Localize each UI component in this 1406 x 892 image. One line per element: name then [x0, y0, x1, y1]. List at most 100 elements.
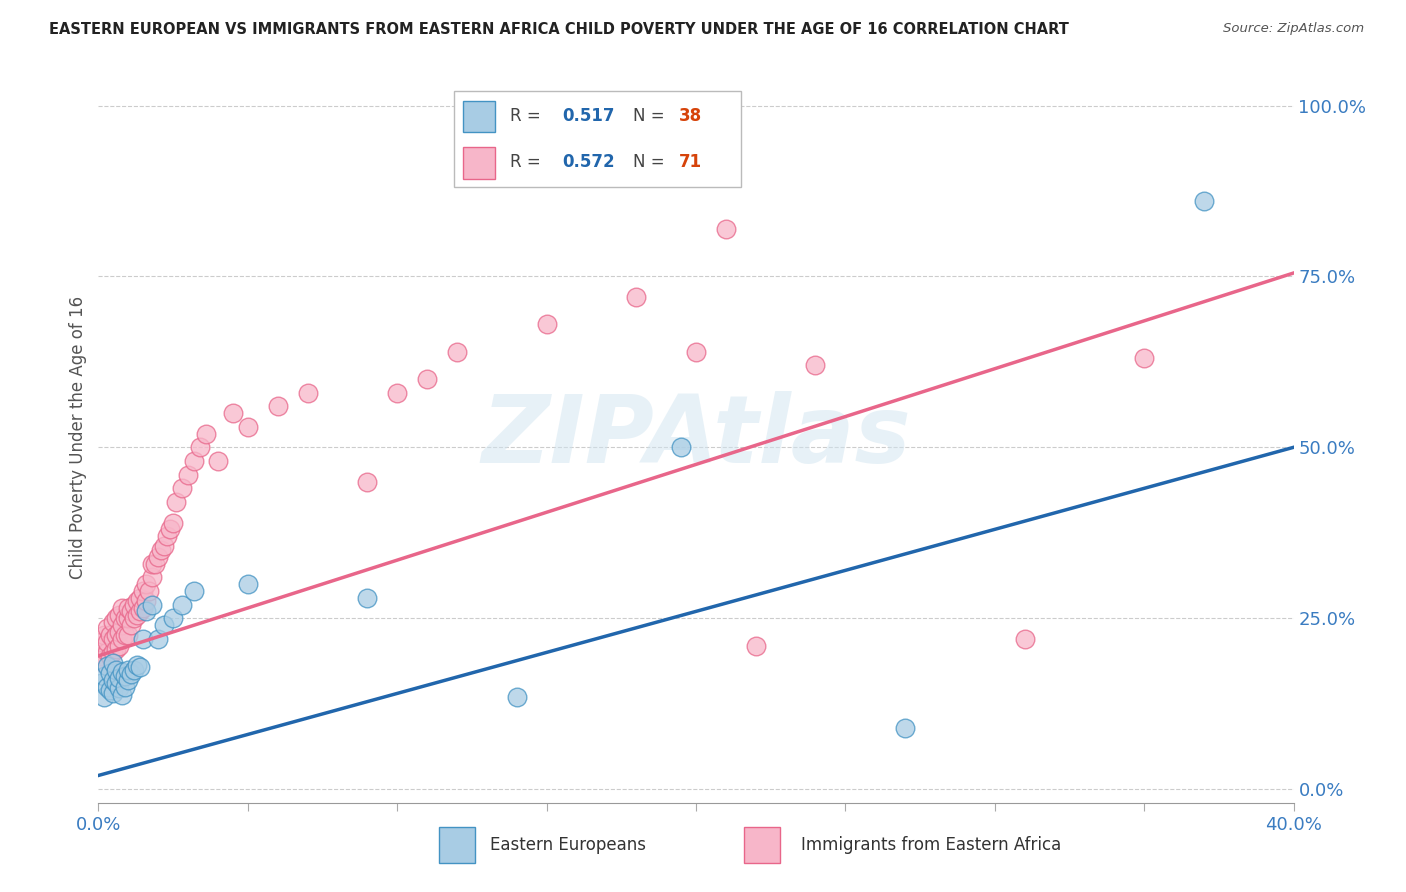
- Point: [117, 601, 139, 615]
- Point: [162, 611, 184, 625]
- Point: [129, 604, 152, 618]
- Point: [124, 611, 146, 625]
- Y-axis label: Child Poverty Under the Age of 16: Child Poverty Under the Age of 16: [69, 295, 87, 579]
- Point: [111, 618, 134, 632]
- Point: [141, 557, 163, 571]
- Point: [105, 663, 128, 677]
- Point: [506, 690, 529, 704]
- Point: [1192, 194, 1215, 209]
- Point: [93, 690, 115, 704]
- Point: [132, 601, 155, 615]
- Point: [103, 632, 125, 646]
- Point: [93, 669, 115, 683]
- Point: [195, 426, 218, 441]
- Point: [117, 663, 139, 677]
- Point: [172, 598, 194, 612]
- Text: EASTERN EUROPEAN VS IMMIGRANTS FROM EASTERN AFRICA CHILD POVERTY UNDER THE AGE O: EASTERN EUROPEAN VS IMMIGRANTS FROM EAST…: [49, 22, 1069, 37]
- Point: [385, 385, 409, 400]
- Point: [536, 318, 558, 332]
- Point: [127, 657, 149, 672]
- Point: [135, 604, 157, 618]
- Point: [114, 680, 136, 694]
- Point: [141, 598, 163, 612]
- Point: [148, 549, 170, 564]
- Point: [120, 667, 142, 681]
- Point: [148, 632, 170, 646]
- Point: [105, 642, 128, 657]
- Point: [132, 583, 155, 598]
- Point: [103, 686, 125, 700]
- Point: [120, 618, 142, 632]
- Point: [90, 648, 112, 663]
- Point: [103, 645, 125, 659]
- Point: [267, 400, 290, 414]
- Point: [96, 645, 118, 659]
- Point: [297, 385, 319, 400]
- Text: Source: ZipAtlas.com: Source: ZipAtlas.com: [1223, 22, 1364, 36]
- Point: [98, 683, 122, 698]
- Point: [96, 659, 118, 673]
- Point: [172, 481, 194, 495]
- Point: [416, 372, 439, 386]
- Point: [129, 591, 152, 605]
- Point: [207, 454, 229, 468]
- Point: [183, 583, 205, 598]
- Point: [150, 542, 173, 557]
- Point: [356, 591, 378, 605]
- Point: [124, 598, 146, 612]
- Point: [98, 628, 122, 642]
- Point: [894, 721, 917, 735]
- Point: [103, 615, 125, 629]
- Point: [222, 406, 245, 420]
- Point: [153, 540, 176, 554]
- Point: [129, 660, 152, 674]
- Point: [120, 604, 142, 618]
- Point: [96, 622, 118, 636]
- Point: [138, 583, 160, 598]
- Point: [93, 656, 115, 670]
- Point: [117, 611, 139, 625]
- Point: [96, 680, 118, 694]
- Point: [804, 359, 827, 373]
- Point: [446, 344, 468, 359]
- Point: [236, 577, 259, 591]
- Point: [103, 656, 125, 670]
- Point: [103, 673, 125, 687]
- Point: [114, 611, 136, 625]
- Point: [93, 628, 115, 642]
- Point: [114, 669, 136, 683]
- Point: [153, 618, 176, 632]
- Point: [111, 601, 134, 615]
- Point: [98, 665, 122, 680]
- Point: [108, 672, 131, 686]
- Point: [1014, 632, 1036, 646]
- Text: ZIPAtlas: ZIPAtlas: [481, 391, 911, 483]
- Point: [108, 681, 131, 695]
- Point: [188, 440, 211, 454]
- Point: [1133, 351, 1156, 366]
- Point: [108, 624, 131, 639]
- Point: [111, 632, 134, 646]
- Point: [127, 594, 149, 608]
- Point: [236, 420, 259, 434]
- Point: [714, 221, 737, 235]
- Point: [105, 628, 128, 642]
- Point: [165, 495, 187, 509]
- Point: [669, 440, 692, 454]
- Point: [156, 529, 179, 543]
- Point: [114, 628, 136, 642]
- Point: [132, 632, 155, 646]
- Point: [96, 635, 118, 649]
- Point: [111, 688, 134, 702]
- Point: [111, 665, 134, 679]
- Point: [127, 607, 149, 622]
- Point: [685, 344, 707, 359]
- Point: [105, 676, 128, 690]
- Point: [183, 454, 205, 468]
- Point: [117, 673, 139, 687]
- Point: [124, 663, 146, 677]
- Point: [117, 628, 139, 642]
- Point: [177, 467, 200, 482]
- Point: [108, 639, 131, 653]
- Point: [141, 570, 163, 584]
